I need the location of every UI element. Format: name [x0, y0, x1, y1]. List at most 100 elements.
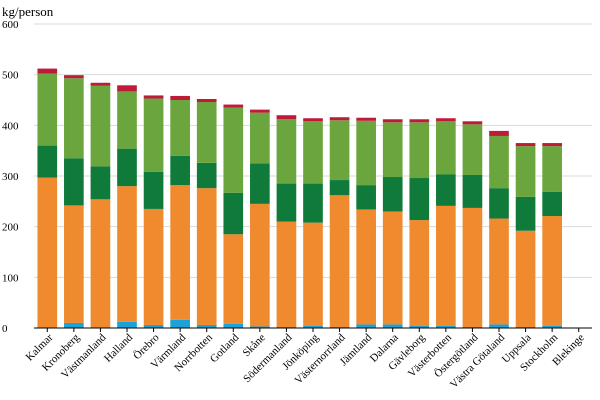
bar-segment — [436, 174, 456, 206]
bar-segment — [489, 130, 509, 136]
bar-segment — [542, 146, 562, 192]
bar-segment — [196, 324, 217, 328]
bar-segment — [143, 95, 164, 99]
bar-segment — [143, 208, 164, 325]
bar-segment — [64, 75, 84, 79]
bar-segment — [37, 73, 58, 146]
bar-segment — [64, 322, 84, 328]
bar-segment — [462, 124, 483, 175]
y-tick-label: 100 — [2, 272, 19, 284]
x-tick-label: Halland — [102, 331, 135, 364]
bar-segment — [143, 98, 164, 172]
bar-segment — [276, 221, 297, 327]
bar-segment — [117, 85, 137, 92]
bar-segment — [250, 109, 270, 113]
bar-segment — [37, 177, 58, 328]
bar-segment — [276, 326, 297, 328]
bar-segment — [303, 222, 323, 326]
bar-segment — [329, 326, 350, 328]
x-tick-label: Gotland — [208, 331, 242, 365]
x-tick-labels: KalmarKronobergVästmanlandHallandÖrebroV… — [24, 331, 587, 391]
bar-segment — [436, 121, 456, 175]
bar-segment — [37, 145, 58, 178]
bar-segment — [143, 324, 164, 328]
y-tick-label: 0 — [2, 323, 8, 335]
bar-segment — [515, 196, 536, 231]
bar-segment — [303, 121, 323, 184]
bar-segment — [90, 82, 111, 86]
bar-segment — [64, 78, 84, 159]
bars — [37, 68, 562, 328]
bar-segment — [223, 323, 244, 328]
bar-segment — [223, 107, 244, 193]
bar-segment — [117, 91, 137, 149]
bar-segment — [515, 230, 536, 327]
bar-segment — [436, 205, 456, 326]
y-tick-label: 600 — [2, 19, 19, 31]
bar-segment — [196, 162, 217, 189]
bar-segment — [436, 118, 456, 122]
bar-segment — [489, 324, 509, 328]
bar-segment — [196, 188, 217, 325]
bar-segment — [223, 192, 244, 235]
bar-segment — [409, 325, 430, 328]
bar-segment — [250, 326, 270, 328]
bar-segment — [356, 185, 376, 210]
y-axis-unit-label: kg/person — [2, 4, 54, 19]
bar-segment — [462, 326, 483, 328]
bar-segment — [196, 98, 217, 103]
bar-segment — [117, 321, 137, 328]
bar-segment — [117, 186, 137, 322]
bar-segment — [170, 100, 190, 156]
bar-segment — [356, 117, 376, 121]
bar-segment — [90, 166, 111, 200]
bar-segment — [90, 85, 111, 167]
bar-segment — [542, 325, 562, 328]
bar-segment — [170, 319, 190, 328]
bar-segment — [37, 68, 58, 74]
bar-segment — [117, 148, 137, 187]
bar-segment — [250, 163, 270, 204]
bar-segment — [356, 324, 376, 328]
bar-segment — [170, 95, 190, 100]
bar-segment — [303, 325, 323, 328]
bar-segment — [143, 171, 164, 209]
bar-segment — [542, 191, 562, 217]
bar-segment — [64, 205, 84, 323]
bar-segment — [303, 183, 323, 223]
bar-segment — [382, 122, 403, 178]
bar-segment — [462, 174, 483, 208]
bar-segment — [329, 120, 350, 181]
bar-segment — [409, 178, 430, 221]
bar-segment — [409, 119, 430, 123]
y-tick-label: 500 — [2, 70, 19, 82]
bar-segment — [515, 146, 536, 197]
bar-segment — [170, 185, 190, 320]
bar-segment — [382, 177, 403, 212]
bar-segment — [356, 209, 376, 325]
bar-segment — [64, 158, 84, 206]
bar-segment — [462, 207, 483, 327]
bar-segment — [515, 326, 536, 328]
bar-segment — [276, 115, 297, 120]
bar-segment — [542, 143, 562, 147]
y-tick-label: 400 — [2, 120, 19, 132]
y-tick-labels: 0 100 200 300 400 500 600 — [2, 19, 19, 335]
bar-segment — [462, 121, 483, 125]
axes — [34, 327, 592, 332]
bar-segment — [489, 188, 509, 219]
bar-segment — [409, 220, 430, 326]
bar-segment — [276, 119, 297, 184]
bar-segment — [303, 118, 323, 122]
bar-segment — [382, 119, 403, 123]
bar-segment — [382, 211, 403, 325]
bar-segment — [356, 120, 376, 186]
bar-segment — [170, 155, 190, 186]
bar-segment — [382, 324, 403, 328]
bar-segment — [489, 135, 509, 189]
bar-segment — [329, 117, 350, 121]
y-tick-label: 300 — [2, 171, 19, 183]
bar-segment — [489, 218, 509, 325]
y-tick-label: 200 — [2, 222, 19, 234]
